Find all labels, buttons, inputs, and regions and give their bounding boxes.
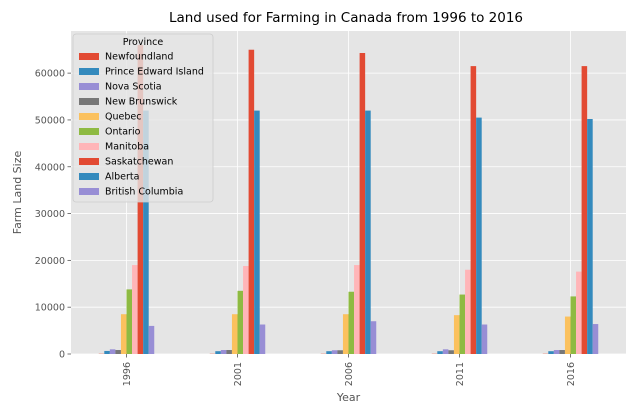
bar: [365, 110, 371, 354]
legend-swatch: [79, 128, 99, 135]
legend-swatch: [79, 98, 99, 105]
x-tick-label: 1996: [122, 362, 133, 386]
legend-swatch: [79, 83, 99, 90]
bar: [592, 324, 599, 354]
series-ontario: [126, 289, 577, 354]
bar: [548, 351, 554, 354]
bar: [248, 49, 255, 354]
bar: [470, 66, 477, 354]
series-nova-scotia: [109, 349, 560, 354]
legend-swatch: [79, 68, 99, 75]
legend-label: Ontario: [105, 127, 141, 138]
legend-label: New Brunswick: [105, 97, 178, 108]
bar: [104, 350, 110, 354]
y-axis-ticks: 0 10000 20000 30000 40000 50000 60000: [35, 69, 71, 361]
bar: [465, 269, 471, 354]
y-tick-label: 30000: [35, 209, 65, 220]
bar: [115, 350, 121, 354]
legend: Province Newfoundland Prince Edward Island…: [72, 33, 214, 203]
legend-swatch: [79, 113, 99, 120]
y-axis-label: Farm Land Size: [11, 151, 24, 235]
legend-label: Quebec: [105, 112, 141, 123]
x-tick-label: 2001: [233, 362, 244, 386]
bar: [564, 316, 571, 354]
legend-label: Manitoba: [105, 142, 149, 153]
y-tick-label: 50000: [35, 115, 65, 126]
x-tick-label: 2006: [344, 362, 355, 386]
series-alberta: [143, 110, 593, 355]
legend-label: Prince Edward Island: [105, 67, 204, 78]
bar: [370, 321, 377, 354]
y-tick-label: 20000: [35, 256, 65, 267]
series-new-brunswick: [115, 350, 565, 354]
legend-swatch: [79, 143, 99, 150]
legend-swatch: [79, 188, 99, 195]
bar: [226, 350, 232, 354]
bar: [243, 265, 249, 354]
bar: [120, 314, 127, 354]
legend-title: Province: [123, 37, 164, 48]
bar: [326, 351, 332, 354]
bar: [331, 350, 338, 354]
y-tick-label: 40000: [35, 162, 65, 173]
bar: [237, 290, 244, 354]
chart-title: Land used for Farming in Canada from 199…: [169, 10, 523, 26]
bar: [481, 324, 488, 354]
bar: [148, 325, 155, 354]
bar: [354, 265, 360, 354]
x-axis-label: Year: [336, 391, 361, 404]
bar: [259, 324, 266, 354]
legend-swatch: [79, 158, 99, 165]
bar: [132, 265, 138, 354]
bar: [231, 314, 238, 354]
legend-swatch: [79, 173, 99, 180]
bar: [143, 110, 149, 354]
bar: [448, 350, 454, 354]
bar: [576, 271, 582, 354]
series-manitoba: [132, 265, 582, 354]
legend-swatch: [79, 53, 99, 60]
bar: [459, 294, 466, 354]
bar: [442, 349, 449, 354]
y-tick-label: 10000: [35, 303, 65, 314]
x-tick-label: 2016: [566, 362, 577, 386]
bar: [254, 110, 260, 354]
bar: [109, 349, 116, 354]
y-tick-label: 0: [59, 350, 65, 361]
legend-label: Newfoundland: [105, 52, 173, 63]
legend-label: Nova Scotia: [105, 82, 162, 93]
bar: [581, 66, 588, 354]
bar: [476, 117, 482, 355]
series-quebec: [120, 314, 571, 354]
bar: [570, 296, 577, 354]
x-tick-label: 2011: [455, 362, 466, 386]
bar: [453, 315, 460, 354]
legend-box: [72, 33, 214, 203]
bar: [342, 314, 349, 354]
y-tick-label: 60000: [35, 69, 65, 80]
bar: [126, 289, 133, 354]
x-axis-ticks: 1996 2001 2006 2011 2016: [122, 354, 577, 386]
bar: [220, 350, 227, 354]
bar: [359, 53, 366, 354]
bar: [587, 119, 593, 354]
legend-label: Saskatchewan: [105, 157, 173, 168]
series-british-columbia: [148, 321, 599, 354]
legend-label: British Columbia: [105, 187, 183, 198]
bar: [215, 351, 221, 354]
bar: [559, 350, 565, 354]
bar: [437, 351, 443, 354]
bar: [348, 291, 355, 354]
bar: [337, 350, 343, 354]
legend-label: Alberta: [105, 172, 139, 183]
bar: [553, 350, 560, 354]
series-prince-edward-island: [104, 350, 554, 354]
